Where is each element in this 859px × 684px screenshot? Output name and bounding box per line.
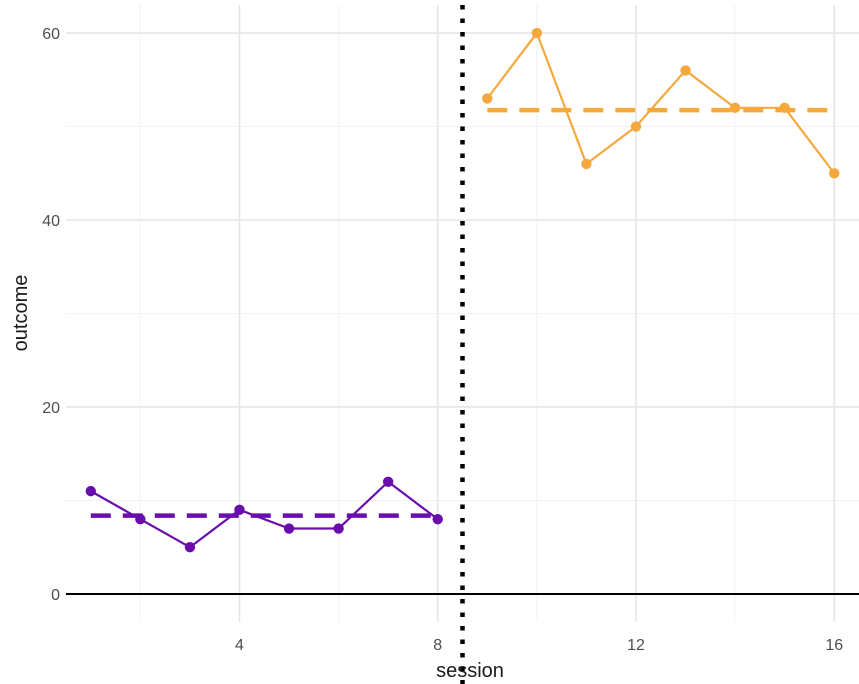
x-tick-label: 16 [825,637,843,654]
y-tick-label: 20 [42,400,60,417]
series-line [90,480,439,549]
series-line [486,31,836,174]
y-tick-labels: 0 20 40 60 [42,26,60,604]
data-point [581,158,592,170]
data-point [829,168,840,179]
x-tick-label: 4 [235,637,244,654]
data-point [283,523,295,534]
y-tick-label: 0 [51,587,60,604]
minor-gridlines [66,5,859,622]
y-axis-title: outcome [10,275,32,352]
data-point [531,27,543,39]
data-point [85,485,96,497]
data-point [382,476,394,487]
x-axis-title: session [436,660,504,682]
x-tick-label: 8 [433,637,442,654]
phase-mean-lines [90,107,835,518]
data-point [234,504,245,516]
data-point [482,93,493,104]
x-tick-labels: 4 8 12 16 [235,637,843,654]
series-layer [85,27,840,553]
data-point [333,523,344,534]
data-point [135,513,146,525]
data-point [680,65,691,76]
data-point [630,121,642,132]
data-point [184,542,196,553]
x-tick-label: 12 [627,637,645,654]
data-point [779,102,790,114]
y-tick-label: 60 [42,26,60,43]
y-tick-label: 40 [42,213,60,230]
data-point [432,513,443,525]
data-point [729,102,741,114]
